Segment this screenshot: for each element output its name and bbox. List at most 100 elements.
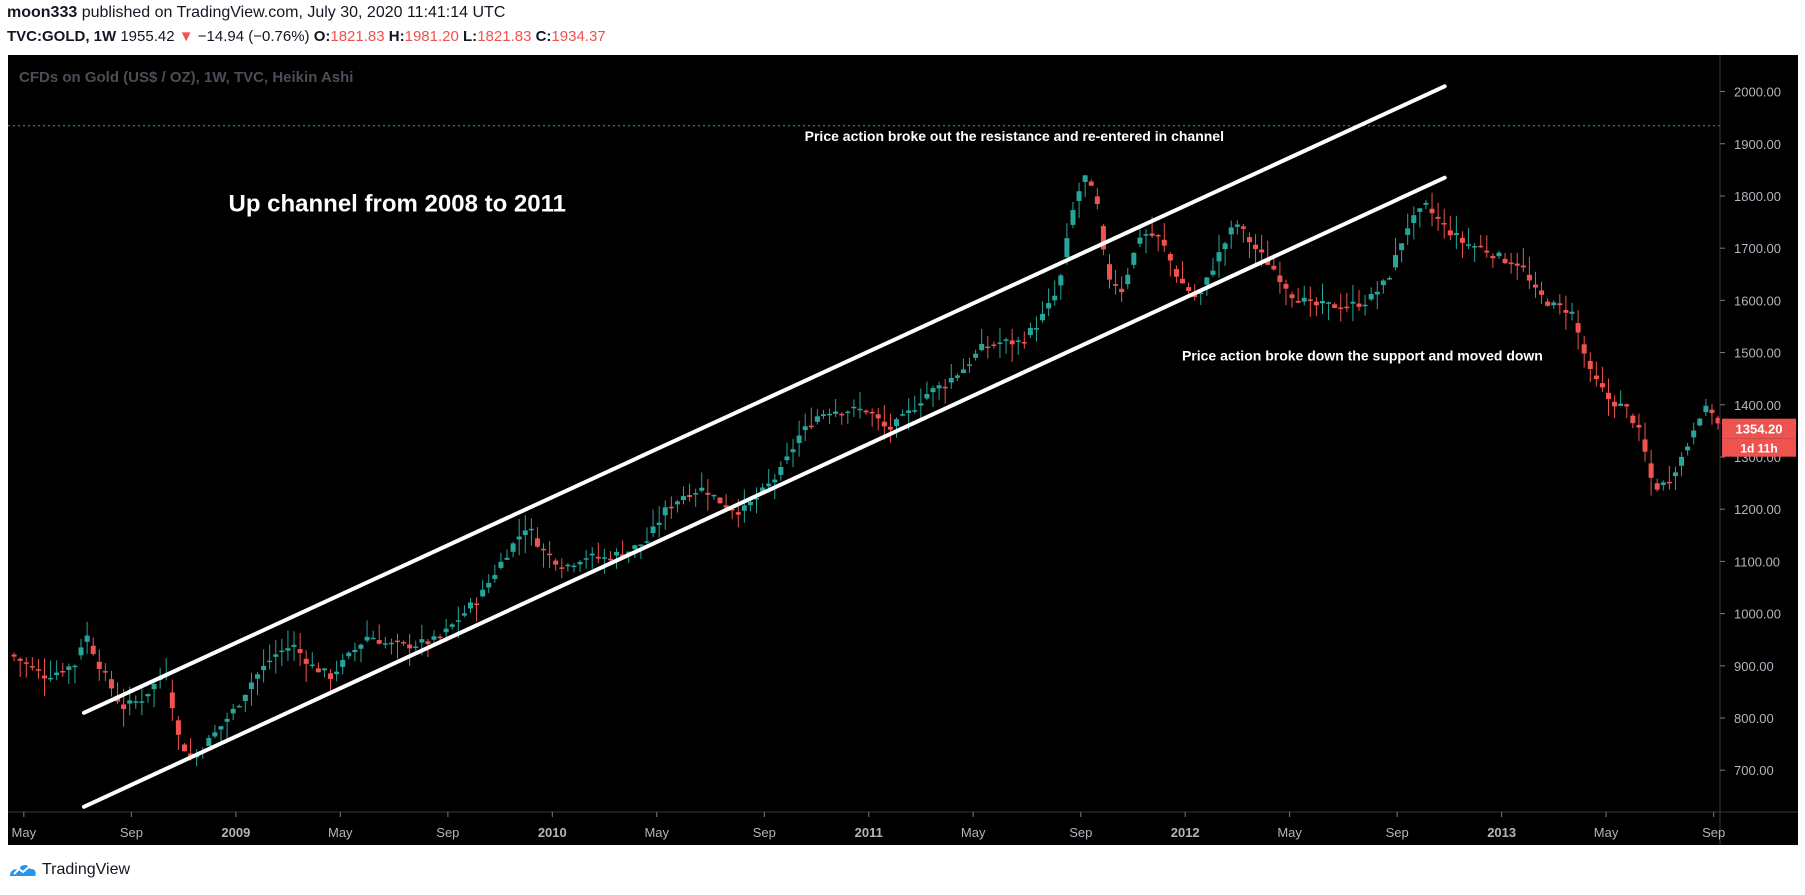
down-arrow-icon: ▼: [178, 28, 194, 45]
candle-body: [541, 548, 547, 551]
candle-body: [1532, 284, 1538, 288]
candle-body: [784, 456, 790, 461]
time-tick-label: May: [644, 825, 669, 840]
channel-line-upper[interactable]: [81, 84, 1447, 715]
candle-body: [1234, 224, 1240, 227]
candle-body: [1033, 328, 1039, 330]
candle-body: [1417, 208, 1423, 212]
candle-body: [772, 479, 778, 483]
candle-body: [84, 635, 90, 642]
high-value: 1981.20: [404, 28, 459, 45]
candle-body: [1338, 307, 1344, 309]
candle-body: [1581, 344, 1587, 354]
candle-body: [175, 720, 181, 735]
low-label: L:: [463, 28, 478, 45]
candle-body: [376, 640, 382, 644]
last-price-label: 1354.20: [1736, 422, 1783, 437]
candle-body: [553, 560, 559, 565]
candle-body: [1313, 301, 1319, 306]
candle-body: [455, 620, 461, 622]
candle-body: [1557, 303, 1563, 306]
close-label: C:: [535, 28, 552, 45]
candle-body: [1660, 482, 1666, 486]
candle-body: [1618, 403, 1624, 407]
time-tick-label: Sep: [1702, 825, 1725, 840]
candle-body: [991, 344, 997, 347]
candle-body: [1466, 244, 1472, 246]
candle-body: [279, 650, 285, 653]
candle-body: [662, 507, 668, 516]
last-value: 1955.42: [120, 28, 175, 45]
candle-body: [321, 668, 327, 671]
candle-body: [1265, 258, 1271, 265]
candle-body: [1575, 323, 1581, 333]
price-tick-label: 700.00: [1734, 763, 1774, 778]
candle-body: [565, 564, 571, 567]
candle-body: [741, 505, 747, 511]
candle-body: [401, 641, 407, 644]
candle-body: [1624, 404, 1630, 407]
candle-body: [869, 411, 875, 414]
candle-body: [906, 410, 912, 413]
candle-body: [78, 647, 84, 656]
candle-body: [169, 692, 175, 709]
price-tick-label: 2000.00: [1734, 85, 1781, 100]
countdown-label: 1d 11h: [1740, 442, 1777, 456]
candle-body: [1386, 278, 1392, 280]
candle-body: [1508, 262, 1514, 265]
candle-body: [23, 662, 29, 664]
candle-body: [212, 732, 218, 737]
candle-body: [979, 343, 985, 351]
channel-line-lower[interactable]: [81, 175, 1447, 809]
candle-body: [1277, 275, 1283, 283]
candle-body: [96, 661, 102, 669]
candle-body: [60, 670, 66, 673]
candle-body: [1088, 181, 1094, 186]
price-axis[interactable]: 700.00 800.00 900.00 1000.00 1100.00 1200.00 1…: [1719, 55, 1796, 845]
candle-body: [1514, 263, 1520, 266]
candle-body: [1393, 255, 1399, 268]
candle-body: [206, 738, 212, 746]
candle-body: [492, 575, 498, 579]
candle-body: [242, 694, 248, 702]
candle-body: [1106, 264, 1112, 280]
candle-body: [1362, 304, 1368, 307]
footer-logo[interactable]: TradingView: [8, 860, 130, 880]
brand-name: TradingView: [42, 861, 131, 878]
candle-body: [875, 414, 881, 419]
author-name[interactable]: moon333: [7, 4, 78, 21]
candle-body: [358, 644, 364, 649]
price-tick-label: 1000.00: [1734, 607, 1781, 622]
candle-body: [486, 583, 492, 588]
candle-body: [102, 671, 108, 673]
candle-body: [315, 668, 321, 673]
candle-body: [1070, 210, 1076, 225]
time-axis[interactable]: May Sep 2009 May Sep 2010 May Sep 2011 May Sep 2012…: [8, 811, 1798, 840]
candle-body: [577, 561, 583, 565]
candle-body: [394, 640, 400, 643]
candle-body: [1228, 227, 1234, 235]
candle-body: [230, 708, 236, 714]
candle-body: [1606, 392, 1612, 399]
candle-body: [607, 558, 613, 561]
candle-body: [1593, 375, 1599, 380]
candle-body: [845, 411, 851, 414]
candle-body: [1119, 288, 1125, 293]
candle-body: [273, 654, 279, 657]
candle-body: [1496, 252, 1502, 257]
candle-body: [1161, 239, 1167, 246]
candle-body: [778, 467, 784, 475]
candle-body: [1198, 292, 1204, 295]
candle-body: [1143, 234, 1149, 236]
candle-body: [1612, 401, 1618, 407]
candle-body: [1259, 249, 1265, 253]
time-tick-label: May: [12, 825, 37, 840]
candle-body: [790, 449, 796, 453]
publish-info: moon333 published on TradingView.com, Ju…: [7, 4, 505, 22]
candle-body: [656, 522, 662, 525]
candle-body: [1380, 280, 1386, 286]
candle-body: [1052, 295, 1058, 301]
price-tick-label: 1200.00: [1734, 502, 1781, 517]
candle-body: [139, 701, 145, 703]
